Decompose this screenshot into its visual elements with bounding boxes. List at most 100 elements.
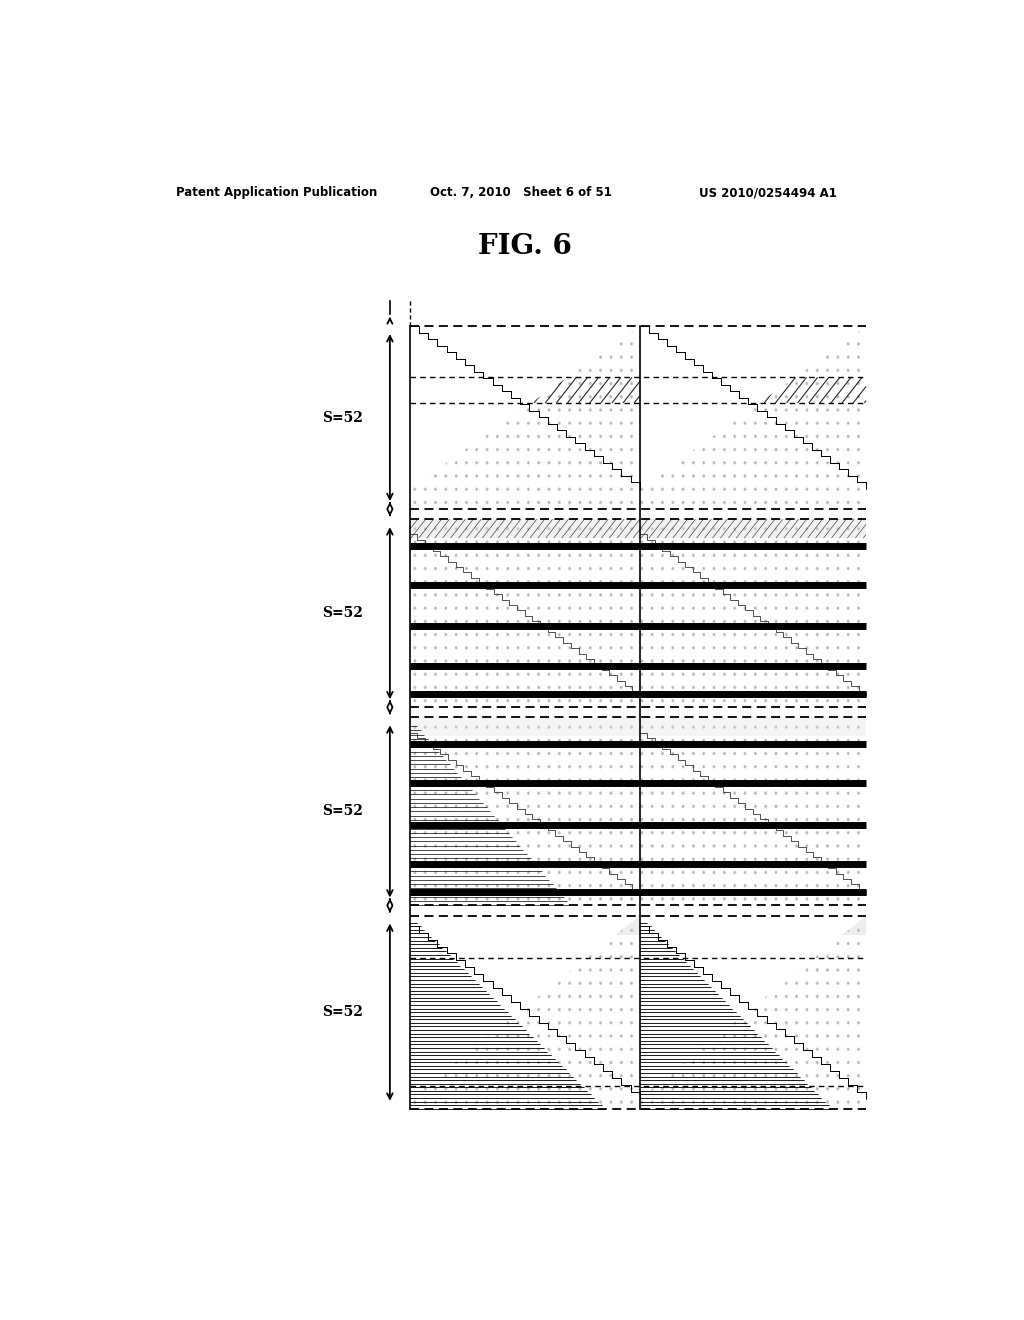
Circle shape (558, 942, 560, 945)
Circle shape (692, 568, 694, 570)
Circle shape (651, 370, 653, 371)
Circle shape (662, 568, 664, 570)
Circle shape (858, 660, 859, 663)
Circle shape (486, 581, 488, 583)
Circle shape (476, 766, 477, 768)
Circle shape (847, 343, 849, 345)
Circle shape (837, 956, 839, 958)
Circle shape (796, 686, 798, 689)
Circle shape (580, 726, 581, 729)
Circle shape (755, 356, 756, 358)
Circle shape (497, 449, 499, 450)
Circle shape (641, 1101, 643, 1104)
Circle shape (775, 871, 777, 874)
Circle shape (568, 929, 570, 932)
Circle shape (456, 356, 457, 358)
Circle shape (580, 1008, 581, 1011)
Circle shape (734, 942, 735, 945)
Circle shape (714, 956, 715, 958)
Circle shape (744, 969, 745, 972)
Circle shape (456, 383, 457, 384)
Circle shape (445, 436, 446, 437)
Circle shape (580, 752, 581, 755)
Circle shape (621, 660, 622, 663)
Circle shape (558, 475, 560, 477)
Circle shape (682, 422, 684, 424)
Circle shape (631, 766, 633, 768)
Circle shape (702, 330, 705, 331)
Circle shape (424, 620, 426, 623)
Circle shape (724, 898, 725, 900)
Circle shape (744, 1022, 745, 1024)
Circle shape (714, 594, 715, 597)
Circle shape (755, 673, 756, 676)
Circle shape (692, 929, 694, 932)
Circle shape (538, 370, 540, 371)
Circle shape (826, 969, 828, 972)
Circle shape (497, 383, 499, 384)
Circle shape (641, 620, 643, 623)
Circle shape (610, 554, 611, 556)
Circle shape (682, 1101, 684, 1104)
Circle shape (785, 409, 787, 411)
Circle shape (765, 409, 767, 411)
Circle shape (714, 752, 715, 755)
Circle shape (714, 673, 715, 676)
Circle shape (641, 343, 643, 345)
Circle shape (600, 805, 601, 808)
Circle shape (610, 858, 611, 861)
Circle shape (568, 422, 570, 424)
Circle shape (755, 383, 756, 384)
Circle shape (538, 568, 540, 570)
Circle shape (476, 541, 477, 543)
Circle shape (702, 502, 705, 503)
Circle shape (682, 995, 684, 998)
Circle shape (785, 502, 787, 503)
Circle shape (424, 1101, 426, 1104)
Circle shape (466, 982, 467, 985)
Circle shape (507, 343, 509, 345)
Circle shape (497, 1048, 499, 1051)
Circle shape (806, 1101, 808, 1104)
Circle shape (527, 475, 529, 477)
Circle shape (621, 739, 622, 742)
Circle shape (702, 916, 705, 919)
Circle shape (826, 982, 828, 985)
Circle shape (641, 884, 643, 887)
Circle shape (806, 1074, 808, 1077)
Circle shape (651, 726, 653, 729)
Circle shape (548, 343, 550, 345)
Circle shape (724, 634, 725, 636)
Circle shape (527, 462, 529, 463)
Circle shape (672, 462, 674, 463)
Circle shape (476, 1035, 477, 1038)
Circle shape (734, 1008, 735, 1011)
Circle shape (775, 898, 777, 900)
Circle shape (662, 792, 664, 795)
Circle shape (548, 594, 550, 597)
Circle shape (702, 449, 705, 450)
Circle shape (580, 383, 581, 384)
Circle shape (486, 969, 488, 972)
Circle shape (724, 541, 725, 543)
Circle shape (651, 634, 653, 636)
Circle shape (796, 607, 798, 610)
Circle shape (847, 330, 849, 331)
Circle shape (414, 343, 416, 345)
Circle shape (682, 568, 684, 570)
Circle shape (414, 916, 416, 919)
Circle shape (651, 766, 653, 768)
Circle shape (434, 1088, 436, 1090)
Circle shape (837, 686, 839, 689)
Circle shape (456, 818, 457, 821)
Circle shape (568, 634, 570, 636)
Circle shape (600, 356, 601, 358)
Circle shape (507, 581, 509, 583)
Circle shape (765, 568, 767, 570)
Circle shape (466, 383, 467, 384)
Circle shape (527, 739, 529, 742)
Circle shape (806, 995, 808, 998)
Circle shape (692, 739, 694, 742)
Circle shape (414, 898, 416, 900)
Circle shape (858, 396, 859, 397)
